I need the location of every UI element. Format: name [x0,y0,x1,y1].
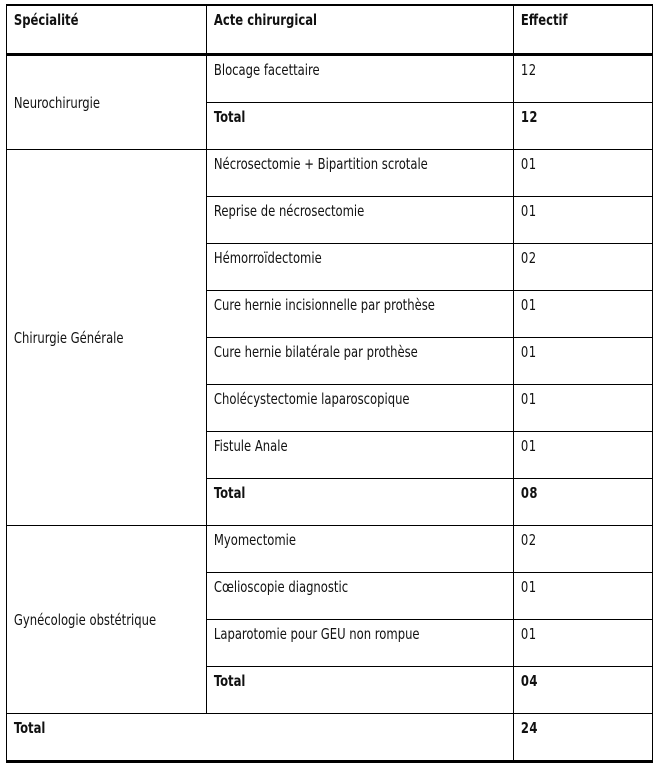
table-row: Hémorroïdectomie 02 [7,243,653,291]
total-value: 12 [513,102,653,150]
grand-total-value: 24 [513,713,653,763]
table-row: Cure hernie incisionnelle par prothèse 0… [7,290,653,338]
table-row: Reprise de nécrosectomie 01 [7,196,653,244]
effectif-cell: 02 [513,243,653,291]
acte-cell: Fistule Anale [206,431,514,479]
effectif-cell: 01 [513,337,653,385]
effectif-cell: 01 [513,196,653,244]
table-row-total: Total 04 [7,666,653,714]
effectif-cell: 01 [513,290,653,338]
acte-cell: Hémorroïdectomie [206,243,514,291]
acte-cell: Cœlioscopie diagnostic [206,572,514,620]
table-row-total: Total 12 [7,102,653,150]
grand-total-row: Total 24 [6,713,653,763]
effectif-cell: 01 [513,149,653,197]
effectif-cell: 02 [513,525,653,573]
table-row: Cholécystectomie laparoscopique 01 [7,384,653,432]
effectif-cell: 01 [513,619,653,667]
total-value: 08 [513,478,653,526]
table-row: Chirurgie Générale Nécrosectomie + Bipar… [6,149,653,526]
acte-cell: Laparotomie pour GEU non rompue [206,619,514,667]
total-label: Total [206,102,514,150]
header-effectif: Effectif [513,4,653,56]
table-row-total: Total 08 [7,478,653,526]
table-row: Laparotomie pour GEU non rompue 01 [7,619,653,667]
table-row: Cœlioscopie diagnostic 01 [7,572,653,620]
table-row: Neurochirurgie Blocage facettaire 12 [6,54,653,150]
header-acte: Acte chirurgical [206,4,514,56]
specialty-cell: Neurochirurgie [6,54,207,150]
acte-cell: Reprise de nécrosectomie [206,196,514,244]
total-label: Total [206,666,514,714]
table-row: Cure hernie bilatérale par prothèse 01 [7,337,653,385]
grand-total-label: Total [6,713,514,763]
total-label: Total [206,478,514,526]
acte-cell: Blocage facettaire [206,54,514,103]
acte-cell: Cholécystectomie laparoscopique [206,384,514,432]
specialty-cell: Chirurgie Générale [6,149,207,526]
acte-cell: Nécrosectomie + Bipartition scrotale [206,149,514,197]
header-specialite: Spécialité [6,4,207,56]
acte-cell: Myomectomie [206,525,514,573]
effectif-cell: 01 [513,572,653,620]
table-row: Fistule Anale 01 [7,431,653,479]
effectif-cell: 12 [513,54,653,103]
effectif-cell: 01 [513,384,653,432]
surgery-table: Spécialité Acte chirurgical Effectif Neu… [6,4,653,763]
acte-cell: Cure hernie incisionnelle par prothèse [206,290,514,338]
specialty-cell: Gynécologie obstétrique [6,525,207,714]
table-header-row: Spécialité Acte chirurgical Effectif [6,4,653,56]
effectif-cell: 01 [513,431,653,479]
table-row: Gynécologie obstétrique Myomectomie 02 [6,525,653,714]
acte-cell: Cure hernie bilatérale par prothèse [206,337,514,385]
total-value: 04 [513,666,653,714]
